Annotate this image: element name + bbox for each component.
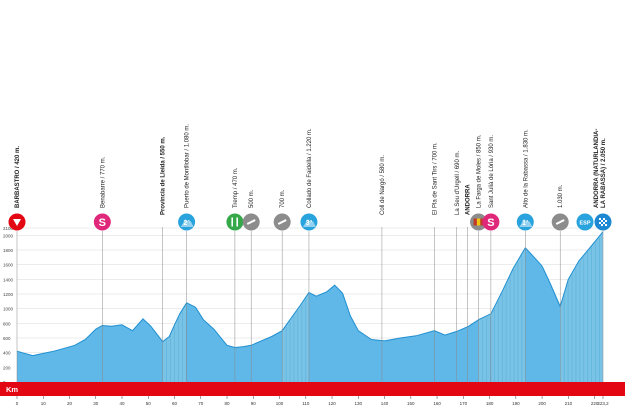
point-name-label: Sant Julià de Lòria / 930 m.	[489, 135, 495, 208]
point-name-label: 700 m.	[280, 189, 286, 208]
point-name-label: Provincia de Lleida / 550 m.	[161, 136, 167, 215]
x-tick-label: 130	[355, 401, 363, 406]
point-name-label: Alto de la Rabassa / 1.830 m.	[523, 129, 529, 208]
x-tick-label: 170	[460, 401, 468, 406]
y-tick-label: 1000	[3, 307, 14, 312]
x-tick-label: 100	[276, 401, 284, 406]
y-tick-label: 800	[3, 321, 11, 326]
x-tick-label: 40	[120, 401, 126, 406]
x-tick-label: 200	[538, 401, 546, 406]
x-tick-label: 20	[67, 401, 73, 406]
point-name-label: Collado de Faidella / 1.220 m.	[307, 128, 313, 208]
x-tick-label: 80	[225, 401, 231, 406]
finish-icon: ESP	[576, 213, 612, 231]
finish-badge-label: ESP	[579, 221, 590, 227]
point-name-label: El Pla de Sant Tirs / 700 m.	[432, 142, 438, 215]
start-icon	[8, 213, 26, 231]
point-name-label: LA RABASSA) / 2.050 m.	[601, 138, 607, 208]
point-name-label: La Seu d'Urgell / 690 m.	[455, 150, 461, 215]
sprint-icon: S	[93, 213, 111, 231]
svg-text:S: S	[487, 217, 494, 229]
climb-segment	[282, 292, 309, 382]
svg-text:S: S	[99, 217, 106, 229]
x-tick-label: 140	[381, 401, 389, 406]
x-tick-label: 90	[251, 401, 257, 406]
point-name-label: 500 m.	[249, 189, 255, 208]
x-tick-label: 223,2	[597, 401, 609, 406]
cat2-icon: 2ª	[178, 213, 196, 231]
x-tick-label: 180	[486, 401, 494, 406]
point-name-label: La Farga de Moles / 850 m.	[477, 134, 483, 208]
y-tick-label: 600	[3, 336, 11, 341]
x-tick-label: 0	[16, 401, 19, 406]
x-tick-label: 120	[328, 401, 336, 406]
profile-outline	[16, 231, 604, 357]
point-name-label: ANDORRA (NATURLANDIA-	[594, 129, 600, 208]
food-icon	[242, 213, 260, 231]
climb-category-label: 3ª	[306, 220, 313, 227]
km-icon	[551, 213, 569, 231]
x-tick-label: 150	[407, 401, 415, 406]
y-tick-label: 2000	[3, 233, 14, 238]
km-bar-background	[0, 382, 625, 396]
cat3-icon: 3ª	[300, 213, 318, 231]
climb-segment	[560, 231, 603, 382]
climb-segment	[478, 247, 526, 382]
country-icon	[470, 213, 488, 231]
feed-icon	[226, 213, 244, 231]
profile-area	[16, 231, 604, 382]
y-tick-label: 2100	[3, 226, 14, 231]
cat1-icon: 1ª	[516, 213, 534, 231]
x-tick-label: 190	[512, 401, 520, 406]
point-name-label: BARBASTRO / 420 m.	[15, 146, 21, 208]
y-tick-label: 1600	[3, 263, 14, 268]
x-tick-label: 70	[198, 401, 204, 406]
point-name-label: 1.030 m.	[558, 184, 564, 208]
point-name-label: Coll de Nargó / 580 m.	[380, 155, 386, 215]
y-tick-label: 200	[3, 365, 11, 370]
x-tick-label: 50	[146, 401, 152, 406]
km-bar: Km	[0, 382, 625, 396]
km-axis-title: Km	[6, 385, 18, 394]
x-tick-label: 30	[93, 401, 99, 406]
x-tick-label: 220	[591, 401, 599, 406]
x-tick-label: 110	[302, 401, 310, 406]
climb-category-label: 1ª	[522, 220, 529, 227]
y-tick-label: 1400	[3, 277, 14, 282]
point-name-label: Tremp / 470 m.	[233, 167, 239, 208]
x-tick-label: 210	[565, 401, 573, 406]
x-tick-label: 60	[172, 401, 178, 406]
point-name-label: Benabarre / 770 m.	[100, 156, 106, 208]
climb-category-label: 2ª	[183, 220, 190, 227]
point-name-label: ANDORRA	[465, 184, 471, 215]
y-tick-label: 1800	[3, 248, 14, 253]
x-tick-label: 10	[41, 401, 47, 406]
sprint-icon: S	[482, 213, 500, 231]
x-axis: 0 10 20 30 40 50 60 70 80 90 100 110 120 130 140 150 160…	[16, 396, 609, 406]
y-tick-label: 1200	[3, 292, 14, 297]
y-axis: 0200400600800100012001400160018002000210…	[3, 226, 14, 385]
y-tick-label: 400	[3, 351, 11, 356]
x-tick-label: 160	[433, 401, 441, 406]
point-name-label: Puerto de Montllobar / 1.080 m.	[185, 124, 191, 208]
km-icon	[273, 213, 291, 231]
